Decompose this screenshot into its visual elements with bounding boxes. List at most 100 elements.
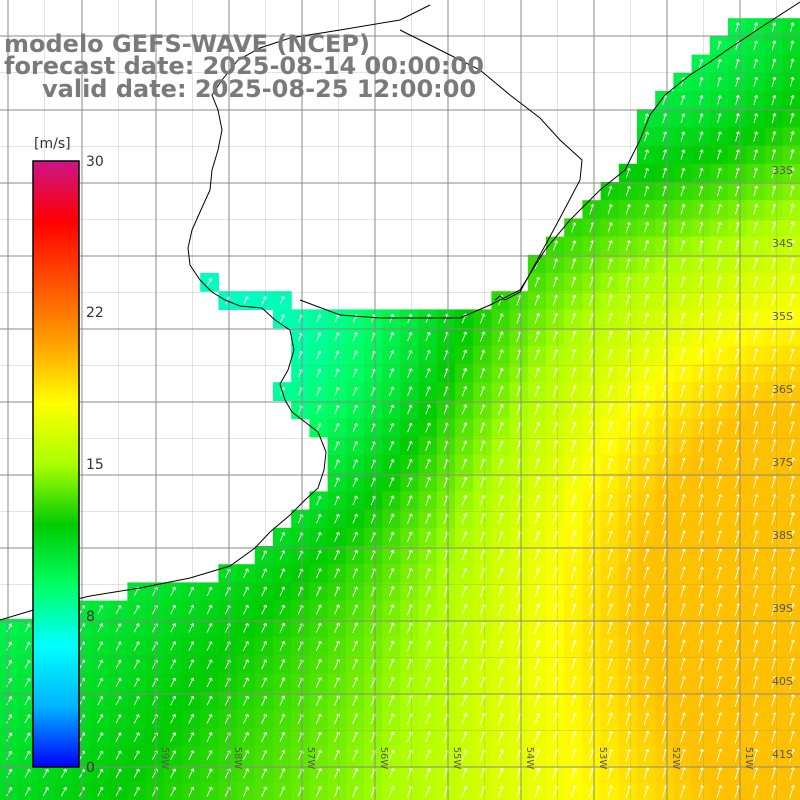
wind-arrow bbox=[716, 239, 722, 252]
wind-arrow bbox=[352, 640, 359, 652]
wind-arrow bbox=[643, 330, 650, 343]
wind-arrow bbox=[352, 768, 359, 779]
wind-arrow bbox=[425, 440, 431, 451]
wind-arrow bbox=[497, 676, 504, 689]
wind-arrow bbox=[753, 113, 759, 124]
wind-arrow bbox=[789, 131, 795, 142]
wind-arrow bbox=[771, 366, 777, 380]
wind-arrow bbox=[789, 185, 795, 197]
wind-arrow bbox=[698, 131, 704, 142]
wind-arrow bbox=[242, 786, 249, 797]
wind-arrow bbox=[753, 384, 759, 398]
wind-arrow bbox=[680, 603, 686, 617]
wind-arrow bbox=[24, 750, 31, 760]
wind-arrow bbox=[279, 622, 286, 633]
wind-arrow bbox=[698, 167, 704, 178]
wind-arrow bbox=[315, 586, 322, 597]
wind-arrow bbox=[644, 149, 650, 160]
wind-arrow bbox=[771, 294, 777, 307]
wind-arrow bbox=[24, 677, 31, 687]
wind-arrow bbox=[170, 586, 177, 597]
wind-arrow bbox=[279, 296, 285, 305]
wind-arrow bbox=[352, 441, 358, 451]
wind-arrow bbox=[698, 294, 704, 307]
lon-label: 54W bbox=[524, 747, 535, 770]
wind-arrow bbox=[388, 658, 395, 670]
wind-arrow bbox=[534, 313, 541, 324]
wind-arrow bbox=[406, 549, 413, 561]
wind-arrow bbox=[771, 712, 777, 726]
wind-arrow bbox=[461, 549, 468, 561]
lon-label: 57W bbox=[305, 747, 316, 770]
wind-arrow bbox=[789, 493, 795, 507]
wind-arrow bbox=[352, 677, 359, 688]
wind-arrow bbox=[643, 785, 650, 798]
wind-arrow bbox=[461, 622, 468, 634]
wind-arrow bbox=[771, 76, 777, 87]
wind-arrow bbox=[315, 531, 322, 542]
wind-arrow bbox=[643, 439, 650, 453]
wind-arrow bbox=[570, 494, 577, 507]
wind-arrow bbox=[771, 730, 777, 744]
grid-labels: 33S 34S 35S 36S 37S 38S 39S 40S 41S 59W 58W 57W 56W 5… bbox=[159, 164, 793, 769]
wind-arrow bbox=[133, 677, 140, 688]
wind-arrow bbox=[279, 768, 286, 779]
wind-arrow bbox=[753, 748, 759, 762]
wind-arrow bbox=[680, 421, 686, 434]
wind-arrow bbox=[716, 167, 722, 179]
colorbar-tick-30: 30 bbox=[86, 154, 104, 170]
wind-arrow bbox=[388, 477, 395, 488]
wind-arrow bbox=[534, 385, 541, 397]
wind-arrow bbox=[643, 621, 650, 635]
wind-arrow bbox=[352, 658, 359, 670]
wind-arrow bbox=[570, 421, 577, 434]
wind-arrow bbox=[570, 749, 577, 762]
wind-arrow bbox=[534, 440, 541, 452]
wind-arrow bbox=[698, 203, 704, 215]
wind-arrow bbox=[771, 512, 777, 526]
lat-label: 37S bbox=[772, 456, 793, 469]
wind-arrow bbox=[698, 77, 704, 87]
wind-arrow bbox=[789, 766, 795, 780]
wind-arrow bbox=[643, 676, 650, 689]
wind-arrow bbox=[607, 730, 614, 744]
wind-arrow bbox=[644, 167, 650, 178]
wind-arrow bbox=[206, 604, 213, 615]
wind-arrow bbox=[753, 675, 759, 689]
wind-arrow bbox=[388, 513, 395, 524]
wind-arrow bbox=[771, 239, 777, 252]
wind-arrow bbox=[388, 567, 395, 579]
wind-arrow bbox=[24, 768, 31, 779]
wind-arrow bbox=[771, 40, 777, 51]
wind-arrow bbox=[643, 748, 650, 762]
wind-arrow bbox=[461, 513, 468, 525]
wind-arrow bbox=[789, 384, 795, 398]
wind-arrow bbox=[680, 384, 686, 398]
wind-arrow bbox=[753, 312, 759, 325]
wind-arrow bbox=[771, 257, 777, 270]
wind-arrow bbox=[425, 567, 431, 579]
wind-arrow bbox=[716, 548, 723, 562]
colorbar-ramp bbox=[32, 160, 80, 768]
wind-arrow bbox=[461, 785, 468, 798]
wind-arrow bbox=[334, 441, 340, 451]
wind-arrow bbox=[716, 403, 723, 416]
wind-arrow bbox=[643, 222, 650, 233]
wind-arrow bbox=[133, 623, 140, 633]
wind-arrow bbox=[643, 475, 650, 489]
wind-arrow bbox=[570, 294, 577, 306]
wind-arrow bbox=[753, 131, 759, 142]
wind-arrow bbox=[698, 312, 704, 325]
wind-arrow bbox=[607, 767, 614, 780]
wind-arrow bbox=[170, 641, 177, 651]
wind-arrow bbox=[771, 639, 777, 653]
wind-arrow bbox=[498, 313, 504, 324]
wind-arrow bbox=[570, 658, 577, 671]
wind-arrow bbox=[716, 330, 723, 343]
wind-arrow bbox=[753, 694, 759, 708]
wind-arrow bbox=[279, 659, 286, 670]
wind-arrow bbox=[42, 786, 49, 797]
colorbar-tick-15: 15 bbox=[86, 457, 104, 473]
wind-arrow bbox=[315, 731, 322, 743]
wind-arrow bbox=[643, 366, 650, 380]
